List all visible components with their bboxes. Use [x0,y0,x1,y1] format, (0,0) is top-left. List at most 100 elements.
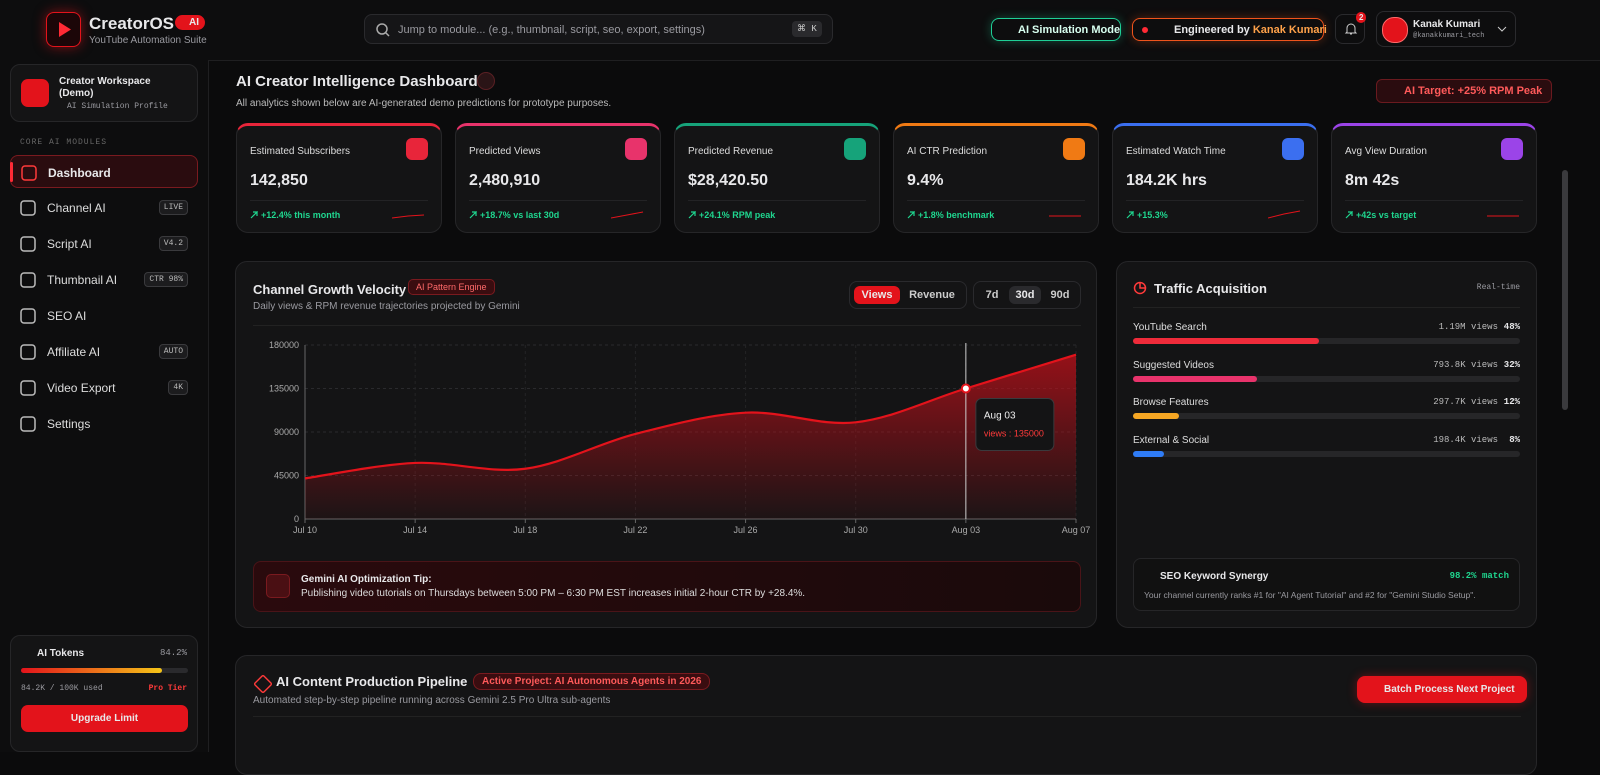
nav-item[interactable]: Channel AI LIVE [10,191,198,224]
point [960,383,971,394]
traffic-title: Traffic Acquisition [1154,281,1267,296]
icon-shape [20,344,36,360]
toggle-revenue[interactable]: Revenue [909,289,955,301]
icon-shape [21,165,37,181]
status-dot [1142,27,1148,33]
kpi-card: AI CTR Prediction 9.4% +1.8% benchmark [893,123,1099,233]
tokens-track [21,668,188,673]
x-tick-label: Jul 18 [513,525,537,535]
avatar [1382,17,1408,43]
nav-badge: 4K [168,380,188,395]
source-share: 48% [1503,322,1520,332]
kpi-delta: +42s vs target [1356,210,1417,220]
kpi-value: $28,420.50 [688,172,769,189]
upgrade-button[interactable]: Upgrade Limit [21,705,188,732]
nav-icon [20,308,36,324]
nav-label: Video Export [47,381,116,395]
source-track [1133,450,1520,457]
kpi-label: Estimated Watch Time [1126,146,1226,157]
kpi-value: 8m 42s [1345,172,1400,189]
source-name: Suggested Videos [1133,359,1214,371]
x-tick-label: Aug 07 [1062,525,1091,535]
kpi-card: Predicted Views 2,480,910 +18.7% vs last 3… [455,123,661,233]
range-30d[interactable]: 30d [1009,286,1041,304]
engineered-badge[interactable]: Engineered by Kanak Kumari [1132,18,1327,41]
trend-arrow [1345,211,1353,219]
search-icon [376,23,390,37]
tokens-title: AI Tokens [37,648,85,659]
logo[interactable] [46,12,81,47]
nav-section: CORE AI MODULES [20,138,108,147]
nav-item[interactable]: Settings [10,407,198,440]
tip-title: Gemini AI Optimization Tip: [301,574,432,585]
kpi-label: Estimated Subscribers [250,146,351,157]
kpi-delta: +12.4% this month [261,210,341,220]
kpi-card: Estimated Subscribers 142,850 +12.4% this … [236,123,442,233]
source-bar [1133,413,1180,419]
x-tick-label: Aug 03 [952,525,981,535]
trend-arrow [688,211,696,219]
sim-mode-button[interactable]: AI Simulation Mode [991,18,1121,41]
source-share: 12% [1503,397,1520,407]
batch-button[interactable]: Batch Process Next Project [1357,676,1527,703]
info-icon[interactable] [477,72,495,90]
engineer-name: Kanak Kumari [1252,24,1327,36]
growth-panel: Channel Growth Velocity AI Pattern Engin… [235,261,1097,628]
workspace-card[interactable]: Creator Workspace (Demo) AI Simulation P… [10,64,198,122]
nav-item[interactable]: Dashboard [10,155,198,188]
range-7d[interactable]: 7d [985,289,999,301]
pipeline-icon [253,674,273,694]
toggle-views[interactable]: Views [854,286,900,304]
user-menu[interactable]: Kanak Kumari @kanakkumari_tech [1376,11,1516,47]
divider [1133,307,1520,308]
growth-chart: 0 45000 90000 135000 180000 Jul 10 Jul 14 Jul 1… [269,340,1091,535]
tokens-bar [21,668,162,673]
search-box[interactable]: Jump to module... (e.g., thumbnail, scri… [364,14,833,44]
nav-item[interactable]: Video Export 4K [10,371,198,404]
nav-item[interactable]: Affiliate AI AUTO [10,335,198,368]
kpi-delta: +15.3% [1137,210,1168,220]
growth-subtitle: Daily views & RPM revenue trajectories p… [253,301,520,312]
notification-button[interactable]: 2 [1335,12,1367,44]
sparkline-path [392,214,425,219]
kpi-label: Avg View Duration [1345,146,1427,157]
dashboard-title: AI Creator Intelligence Dashboard [236,73,478,90]
source-views: 198.4K views [1433,434,1498,445]
nav-item[interactable]: Thumbnail AI CTR 98% [10,263,198,296]
nav-label: Script AI [47,237,92,251]
nav-label: SEO AI [47,309,87,323]
source-track [1133,413,1520,419]
nav-item[interactable]: SEO AI [10,299,198,332]
sparkline-path [1268,210,1301,219]
y-tick-label: 180000 [269,340,299,350]
sparkline [392,214,425,219]
nav-icon [20,344,36,360]
x-tick-label: Jul 14 [403,525,427,535]
traffic-icon [1133,281,1147,295]
kpi-icon [1501,138,1523,160]
arrow-shape [469,211,477,219]
icon-shape [20,308,36,324]
divider [253,716,1521,717]
scrollbar[interactable] [1562,170,1568,410]
sparkline [611,211,644,219]
seo-match: 98.2% match [1449,571,1509,581]
kpi-divider [907,200,1085,201]
range-90d[interactable]: 90d [1050,289,1070,301]
source-track [1133,375,1520,382]
kpi-value: 9.4% [907,172,944,189]
line [304,353,1077,480]
kpi-label: Predicted Revenue [688,146,774,157]
dashboard-subtitle: All analytics shown below are AI-generat… [236,98,612,109]
active-indicator [10,162,13,182]
nav-badge: V4.2 [158,236,188,251]
user-handle: @kanakkumari_tech [1413,32,1485,40]
arrow-shape [907,211,915,219]
kpi-icon [844,138,866,160]
workspace-profile: AI Simulation Profile [67,102,168,111]
y-tick-label: 135000 [269,384,299,394]
kpi-value: 142,850 [250,172,308,189]
nav-item[interactable]: Script AI V4.2 [10,227,198,260]
arrow-shape [688,211,696,219]
y-tick-label: 0 [294,514,299,524]
